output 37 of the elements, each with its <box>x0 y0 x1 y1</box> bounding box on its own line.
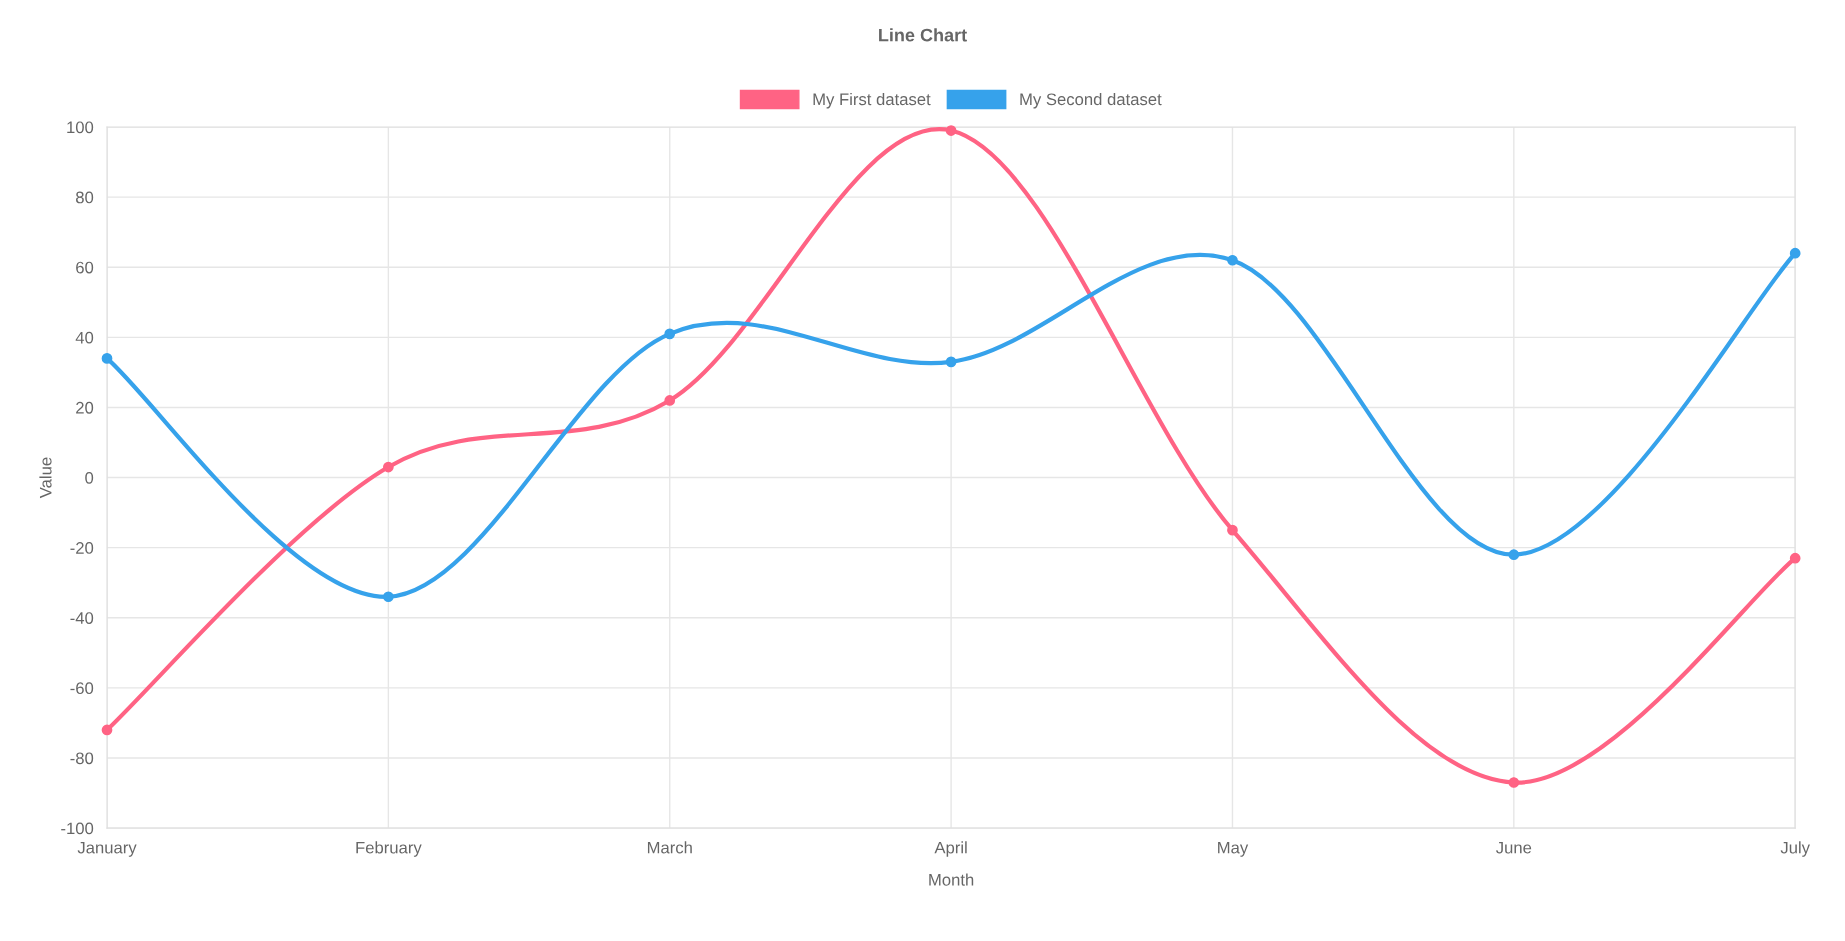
y-tick-label: 80 <box>76 191 94 204</box>
x-tick-label: January <box>77 841 137 857</box>
chart-title: Line Chart <box>879 28 967 42</box>
point <box>101 724 113 736</box>
x-tick-label: July <box>1780 841 1810 857</box>
x-axis-title: Month <box>929 873 974 886</box>
x-tick-label: April <box>934 841 967 857</box>
point <box>1789 552 1801 564</box>
point <box>1789 247 1801 259</box>
y-tick-label: 0 <box>85 471 94 484</box>
x-tick-label: March <box>647 841 692 854</box>
y-tick-label: 40 <box>75 331 94 344</box>
y-axis-title: Value <box>39 457 52 499</box>
point <box>1227 524 1238 536</box>
x-tick-label: June <box>1496 841 1532 854</box>
y-tick-label: 60 <box>76 261 94 274</box>
y-tick-label: -80 <box>70 752 94 765</box>
point <box>1508 777 1520 788</box>
point <box>383 461 394 473</box>
y-tick-label: -20 <box>70 542 94 554</box>
point <box>664 395 676 406</box>
x-tick-label: May <box>1218 841 1249 857</box>
x-tick-label: February <box>356 841 422 857</box>
y-tick-label: 100 <box>67 121 94 134</box>
legend-label: My First dataset <box>813 92 931 109</box>
point <box>664 328 676 340</box>
point <box>945 356 957 368</box>
y-tick-label: -40 <box>70 612 94 624</box>
y-tick-label: 20 <box>76 401 94 414</box>
point <box>383 591 394 603</box>
point <box>101 353 113 364</box>
legend-label: My Second dataset <box>1020 92 1162 109</box>
y-tick-label: -100 <box>61 822 94 835</box>
y-tick-label: -60 <box>70 682 94 695</box>
point <box>945 125 957 136</box>
point <box>1227 254 1238 266</box>
point <box>1508 549 1520 561</box>
